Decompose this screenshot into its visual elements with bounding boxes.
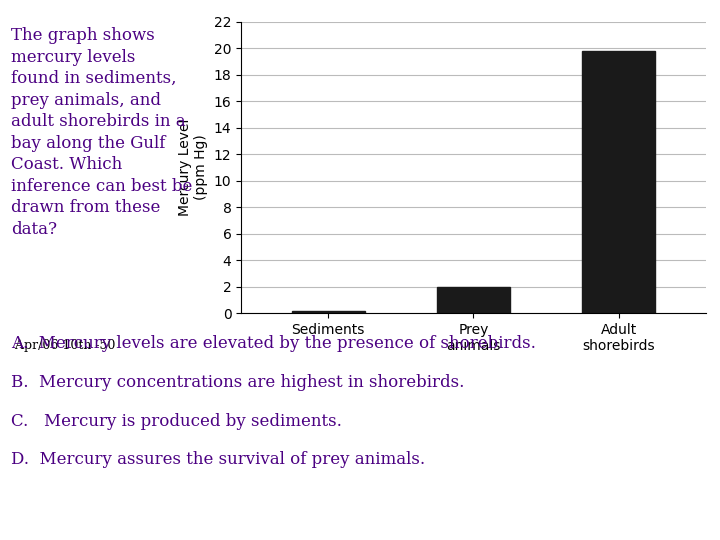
Text: The graph shows
mercury levels
found in sediments,
prey animals, and
adult shore: The graph shows mercury levels found in … <box>11 27 192 238</box>
Text: A.  Mercury levels are elevated by the presence of shorebirds.: A. Mercury levels are elevated by the pr… <box>11 335 536 352</box>
Text: C.   Mercury is produced by sediments.: C. Mercury is produced by sediments. <box>11 413 342 429</box>
Bar <box>582 51 654 313</box>
Text: B.  Mercury concentrations are highest in shorebirds.: B. Mercury concentrations are highest in… <box>11 374 464 390</box>
Y-axis label: Mercury Level
(ppm Hg): Mercury Level (ppm Hg) <box>178 119 208 216</box>
Text: D.  Mercury assures the survival of prey animals.: D. Mercury assures the survival of prey … <box>11 451 425 468</box>
Bar <box>437 287 510 313</box>
Bar <box>292 310 364 313</box>
Text: Apr/06 10th -50: Apr/06 10th -50 <box>11 339 115 352</box>
